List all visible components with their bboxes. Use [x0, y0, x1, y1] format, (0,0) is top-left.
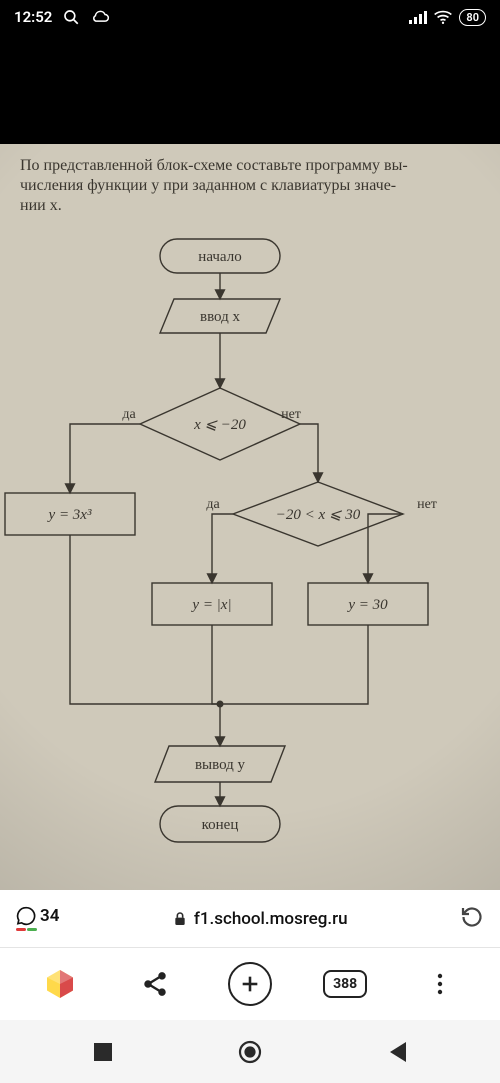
- status-bar: 12:52 80: [0, 0, 500, 34]
- svg-text:y = 3x³: y = 3x³: [47, 507, 92, 523]
- comment-icon: [16, 906, 36, 926]
- task-line-3: нии x.: [20, 197, 62, 214]
- browser-toolbar: 388: [0, 948, 500, 1020]
- tabs-button[interactable]: 388: [317, 956, 373, 1012]
- omnibar: 34 f1.school.mosreg.ru: [0, 890, 500, 948]
- worksheet-paper: По представленной блок-схеме составьте п…: [0, 144, 500, 890]
- share-button[interactable]: [127, 956, 183, 1012]
- status-clock: 12:52: [14, 8, 52, 26]
- svg-text:конец: конец: [202, 817, 239, 833]
- svg-text:да: да: [122, 407, 136, 422]
- lock-icon: [172, 911, 188, 927]
- battery-percent: 80: [466, 11, 479, 24]
- system-navbar: [0, 1020, 500, 1083]
- url-host: f1.school.mosreg.ru: [194, 909, 348, 929]
- search-icon: [62, 8, 80, 26]
- wifi-icon: [433, 9, 453, 25]
- svg-text:начало: начало: [198, 249, 241, 265]
- browser-chrome: 34 f1.school.mosreg.ru 388: [0, 890, 500, 1083]
- svg-text:y = 30: y = 30: [346, 597, 388, 613]
- svg-text:x ⩽ −20: x ⩽ −20: [193, 417, 246, 433]
- photo-viewport[interactable]: По представленной блок-схеме составьте п…: [0, 144, 500, 890]
- svg-text:вывод y: вывод y: [195, 757, 246, 773]
- task-line-1: По представленной блок-схеме составьте п…: [20, 157, 408, 174]
- tab-count: 388: [333, 976, 357, 992]
- comment-count: 34: [40, 906, 59, 926]
- svg-text:да: да: [206, 497, 220, 512]
- svg-text:−20 < x ⩽ 30: −20 < x ⩽ 30: [276, 507, 361, 523]
- refresh-button[interactable]: [460, 905, 484, 933]
- dash-indicator-green: [27, 928, 37, 931]
- address-bar[interactable]: f1.school.mosreg.ru: [71, 909, 448, 929]
- comments-button[interactable]: 34: [16, 906, 59, 931]
- battery-indicator: 80: [459, 9, 486, 26]
- task-line-2: числения функции y при заданном с клавиа…: [20, 177, 396, 194]
- menu-button[interactable]: [412, 956, 468, 1012]
- home-button[interactable]: [32, 956, 88, 1012]
- cloud-icon: [90, 8, 110, 26]
- new-tab-button[interactable]: [222, 956, 278, 1012]
- flowchart-svg: По представленной блок-схеме составьте п…: [0, 144, 500, 890]
- nav-back-button[interactable]: [369, 1024, 425, 1080]
- svg-text:y = |x|: y = |x|: [190, 597, 231, 613]
- svg-text:ввод x: ввод x: [200, 309, 241, 325]
- dash-indicator-red: [16, 928, 26, 931]
- nav-home-button[interactable]: [222, 1024, 278, 1080]
- signal-icon: [409, 10, 427, 24]
- svg-text:нет: нет: [417, 497, 437, 512]
- nav-recent-button[interactable]: [75, 1024, 131, 1080]
- svg-text:нет: нет: [281, 407, 301, 422]
